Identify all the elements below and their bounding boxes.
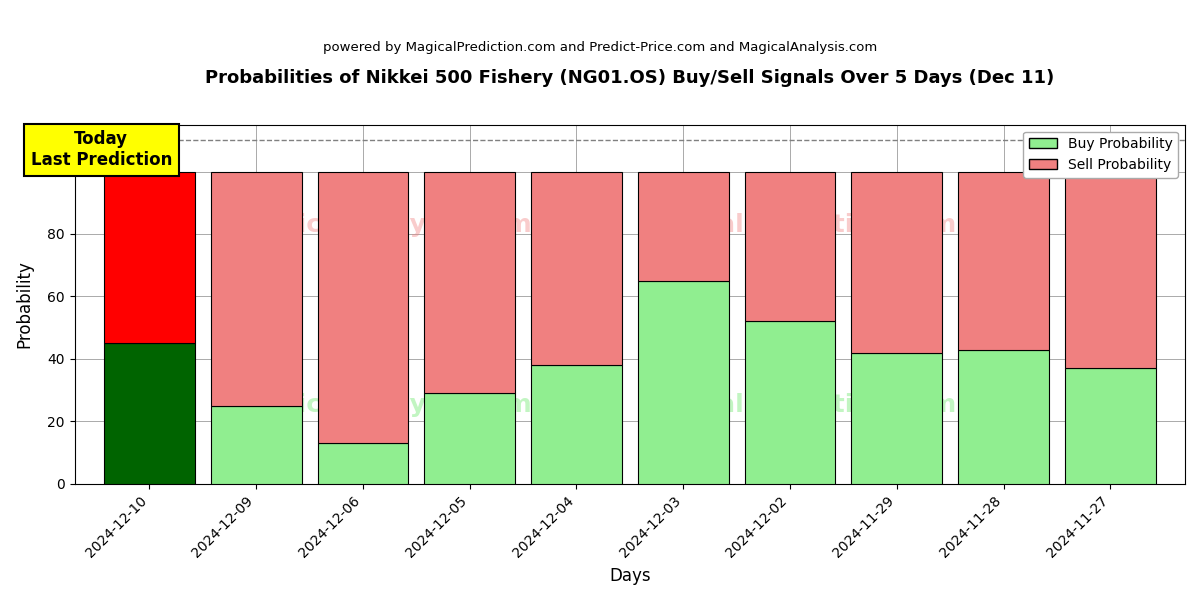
Bar bbox=[211, 406, 301, 484]
Bar bbox=[318, 172, 408, 443]
Bar bbox=[958, 172, 1049, 350]
Text: MagicalPrediction.com: MagicalPrediction.com bbox=[636, 393, 958, 417]
Title: Probabilities of Nikkei 500 Fishery (NG01.OS) Buy/Sell Signals Over 5 Days (Dec : Probabilities of Nikkei 500 Fishery (NG0… bbox=[205, 69, 1055, 87]
Bar bbox=[851, 172, 942, 353]
Bar bbox=[1064, 172, 1156, 368]
X-axis label: Days: Days bbox=[610, 567, 650, 585]
Bar bbox=[851, 353, 942, 484]
Bar bbox=[211, 172, 301, 406]
Bar bbox=[425, 172, 515, 393]
Text: MagicalAnalysis.com: MagicalAnalysis.com bbox=[239, 213, 533, 237]
Bar bbox=[104, 343, 194, 484]
Bar bbox=[104, 172, 194, 343]
Text: Today
Last Prediction: Today Last Prediction bbox=[31, 130, 172, 169]
Bar bbox=[318, 443, 408, 484]
Bar bbox=[425, 393, 515, 484]
Text: MagicalPrediction.com: MagicalPrediction.com bbox=[636, 213, 958, 237]
Bar bbox=[1064, 368, 1156, 484]
Bar bbox=[744, 322, 835, 484]
Legend: Buy Probability, Sell Probability: Buy Probability, Sell Probability bbox=[1024, 131, 1178, 178]
Text: MagicalAnalysis.com: MagicalAnalysis.com bbox=[239, 393, 533, 417]
Bar bbox=[638, 281, 728, 484]
Bar bbox=[958, 350, 1049, 484]
Bar bbox=[532, 365, 622, 484]
Y-axis label: Probability: Probability bbox=[16, 260, 34, 348]
Bar bbox=[532, 172, 622, 365]
Text: powered by MagicalPrediction.com and Predict-Price.com and MagicalAnalysis.com: powered by MagicalPrediction.com and Pre… bbox=[323, 41, 877, 54]
Bar bbox=[744, 172, 835, 322]
Bar bbox=[638, 172, 728, 281]
